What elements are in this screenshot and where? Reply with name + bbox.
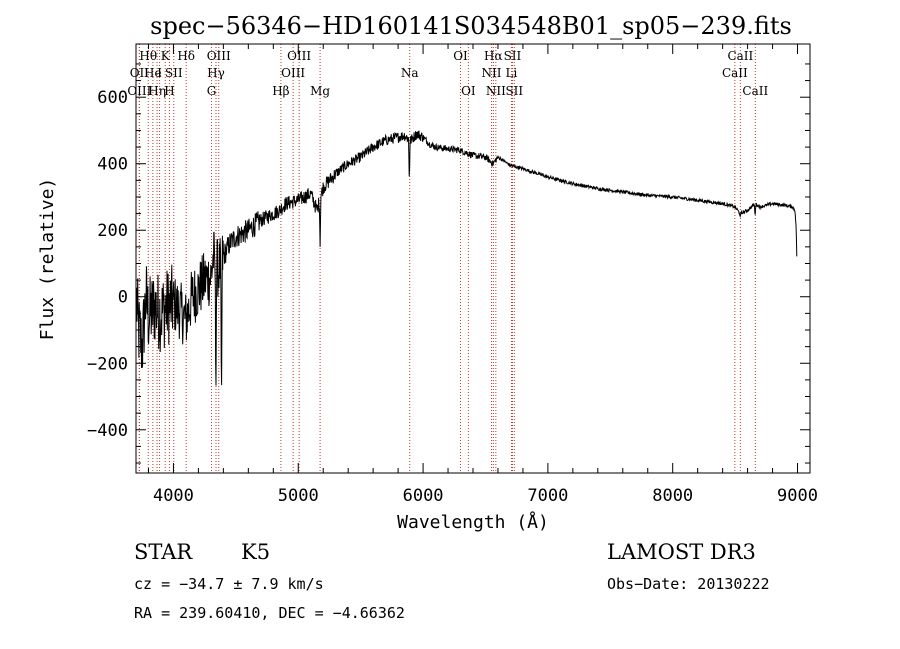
- line-label: I: [157, 66, 162, 80]
- line-label: Hα: [484, 49, 503, 63]
- line-label: Hγ: [207, 66, 225, 80]
- chart-title: spec−56346−HD160141S034548B01_sp05−239.f…: [150, 12, 792, 40]
- line-label: OI: [461, 84, 476, 98]
- line-label: OIII: [287, 49, 311, 63]
- line-label: Mg: [310, 84, 330, 98]
- line-label: Hη: [148, 84, 166, 98]
- line-label: Li: [506, 66, 518, 80]
- line-label: OII: [130, 66, 150, 80]
- line-label: Hθ: [139, 49, 157, 63]
- emission-line-markers: [138, 44, 756, 473]
- line-label: NII: [486, 84, 506, 98]
- line-label: SII: [504, 49, 522, 63]
- line-label: OIII: [207, 49, 231, 63]
- plot-frame: [135, 43, 811, 474]
- y-tick-label: 200: [97, 221, 128, 241]
- spectrum-layer: [136, 130, 798, 386]
- spectrum-chart: spec−56346−HD160141S034548B01_sp05−239.f…: [37, 12, 818, 533]
- x-tick-label: 5000: [278, 486, 319, 506]
- x-tick-label: 6000: [403, 486, 444, 506]
- x-tick-label: 8000: [652, 486, 693, 506]
- line-label: H: [164, 84, 174, 98]
- spectrum-line: [136, 130, 798, 386]
- x-tick-label: 7000: [527, 486, 568, 506]
- line-label: OIII: [281, 66, 305, 80]
- y-tick-label: −400: [87, 421, 128, 441]
- line-label: CaII: [727, 49, 753, 63]
- line-label: OIII: [127, 84, 151, 98]
- line-label: CaII: [742, 84, 768, 98]
- spectral-subclass: K5: [241, 540, 271, 564]
- line-label: Hβ: [272, 84, 289, 98]
- redshift-cz: cz = −34.7 ± 7.9 km/s: [134, 575, 324, 593]
- line-label: Hδ: [177, 49, 195, 63]
- y-axis-ticks: −400 −200 0 200 400 600: [87, 63, 810, 464]
- sky-coordinates: RA = 239.60410, DEC = −4.66362: [134, 604, 405, 622]
- y-axis-label: Flux (relative): [37, 178, 58, 341]
- x-axis-ticks: 4000 5000 6000 7000 8000 9000: [147, 44, 818, 506]
- line-label: G: [207, 84, 217, 98]
- object-class: STAR: [134, 540, 193, 564]
- line-label: K: [161, 49, 171, 63]
- x-axis-label: Wavelength (Å): [397, 511, 549, 533]
- line-label: He: [144, 66, 162, 80]
- y-tick-label: 600: [97, 88, 128, 108]
- y-tick-label: −200: [87, 354, 128, 374]
- survey-name: LAMOST DR3: [607, 540, 756, 564]
- line-label: OI: [453, 49, 468, 63]
- line-label: Na: [401, 66, 419, 80]
- line-label: SII: [165, 66, 183, 80]
- line-label: NII: [481, 66, 501, 80]
- x-tick-label: 4000: [153, 486, 194, 506]
- x-tick-label: 9000: [777, 486, 818, 506]
- emission-line-labels: OII OIII Hθ He Hη IK H SII Hδ G Hγ OIII Hβ OIII OIII Mg…: [127, 49, 768, 98]
- line-label: SII: [505, 84, 523, 98]
- observation-date: Obs−Date: 20130222: [607, 575, 770, 593]
- y-tick-label: 0: [118, 288, 128, 308]
- line-label: CaII: [722, 66, 748, 80]
- y-tick-label: 400: [97, 155, 128, 175]
